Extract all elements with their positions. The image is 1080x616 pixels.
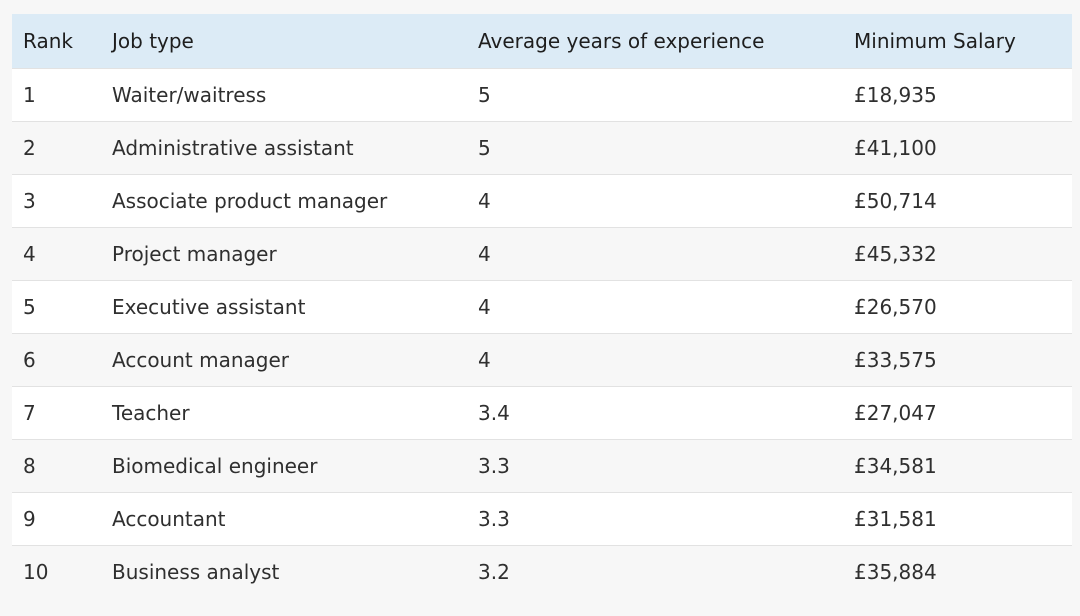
- experience-cell: 4: [478, 294, 491, 319]
- rank-cell: 8: [23, 453, 36, 478]
- job-type-cell: Account manager: [112, 347, 290, 372]
- rank-cell: 9: [23, 506, 36, 531]
- salary-cell: £50,714: [854, 188, 937, 213]
- job-type-cell: Executive assistant: [112, 294, 306, 319]
- table-row: 4 Project manager 4 £45,332: [12, 227, 1072, 280]
- job-experience-table: Rank Job type Average years of experienc…: [12, 14, 1072, 598]
- table-row: 3 Associate product manager 4 £50,714: [12, 174, 1072, 227]
- table-container: Rank Job type Average years of experienc…: [12, 14, 1072, 598]
- header-row: Rank Job type Average years of experienc…: [12, 14, 1072, 68]
- salary-cell: £26,570: [854, 294, 937, 319]
- rank-cell: 2: [23, 135, 36, 160]
- salary-cell: £18,935: [854, 82, 937, 107]
- rank-cell: 5: [23, 294, 36, 319]
- job-type-cell: Project manager: [112, 241, 277, 266]
- experience-cell: 5: [478, 82, 491, 107]
- table-row: 5 Executive assistant 4 £26,570: [12, 280, 1072, 333]
- rank-cell: 10: [23, 559, 49, 584]
- job-type-cell: Administrative assistant: [112, 135, 354, 160]
- header-rank: Rank: [23, 28, 73, 53]
- salary-cell: £31,581: [854, 506, 937, 531]
- rank-cell: 3: [23, 188, 36, 213]
- table-row: 9 Accountant 3.3 £31,581: [12, 492, 1072, 545]
- rank-cell: 1: [23, 82, 36, 107]
- header-average-experience: Average years of experience: [478, 28, 765, 53]
- job-type-cell: Biomedical engineer: [112, 453, 318, 478]
- experience-cell: 4: [478, 188, 491, 213]
- job-type-cell: Accountant: [112, 506, 226, 531]
- experience-cell: 3.3: [478, 506, 510, 531]
- header-minimum-salary: Minimum Salary: [854, 28, 1016, 53]
- salary-cell: £45,332: [854, 241, 937, 266]
- rank-cell: 7: [23, 400, 36, 425]
- job-type-cell: Waiter/waitress: [112, 82, 267, 107]
- salary-cell: £41,100: [854, 135, 937, 160]
- salary-cell: £34,581: [854, 453, 937, 478]
- table-body: 1 Waiter/waitress 5 £18,935 2 Administra…: [12, 68, 1072, 598]
- rank-cell: 4: [23, 241, 36, 266]
- job-type-cell: Associate product manager: [112, 188, 388, 213]
- table-row: 1 Waiter/waitress 5 £18,935: [12, 68, 1072, 121]
- experience-cell: 3.3: [478, 453, 510, 478]
- rank-cell: 6: [23, 347, 36, 372]
- table-row: 6 Account manager 4 £33,575: [12, 333, 1072, 386]
- experience-cell: 4: [478, 241, 491, 266]
- header-job-type: Job type: [112, 28, 194, 53]
- salary-cell: £27,047: [854, 400, 937, 425]
- table-row: 8 Biomedical engineer 3.3 £34,581: [12, 439, 1072, 492]
- experience-cell: 4: [478, 347, 491, 372]
- table-row: 2 Administrative assistant 5 £41,100: [12, 121, 1072, 174]
- experience-cell: 3.2: [478, 559, 510, 584]
- experience-cell: 5: [478, 135, 491, 160]
- table-row: 10 Business analyst 3.2 £35,884: [12, 545, 1072, 598]
- job-type-cell: Business analyst: [112, 559, 280, 584]
- table-row: 7 Teacher 3.4 £27,047: [12, 386, 1072, 439]
- table-header: Rank Job type Average years of experienc…: [12, 14, 1072, 68]
- salary-cell: £35,884: [854, 559, 937, 584]
- salary-cell: £33,575: [854, 347, 937, 372]
- job-type-cell: Teacher: [112, 400, 190, 425]
- experience-cell: 3.4: [478, 400, 510, 425]
